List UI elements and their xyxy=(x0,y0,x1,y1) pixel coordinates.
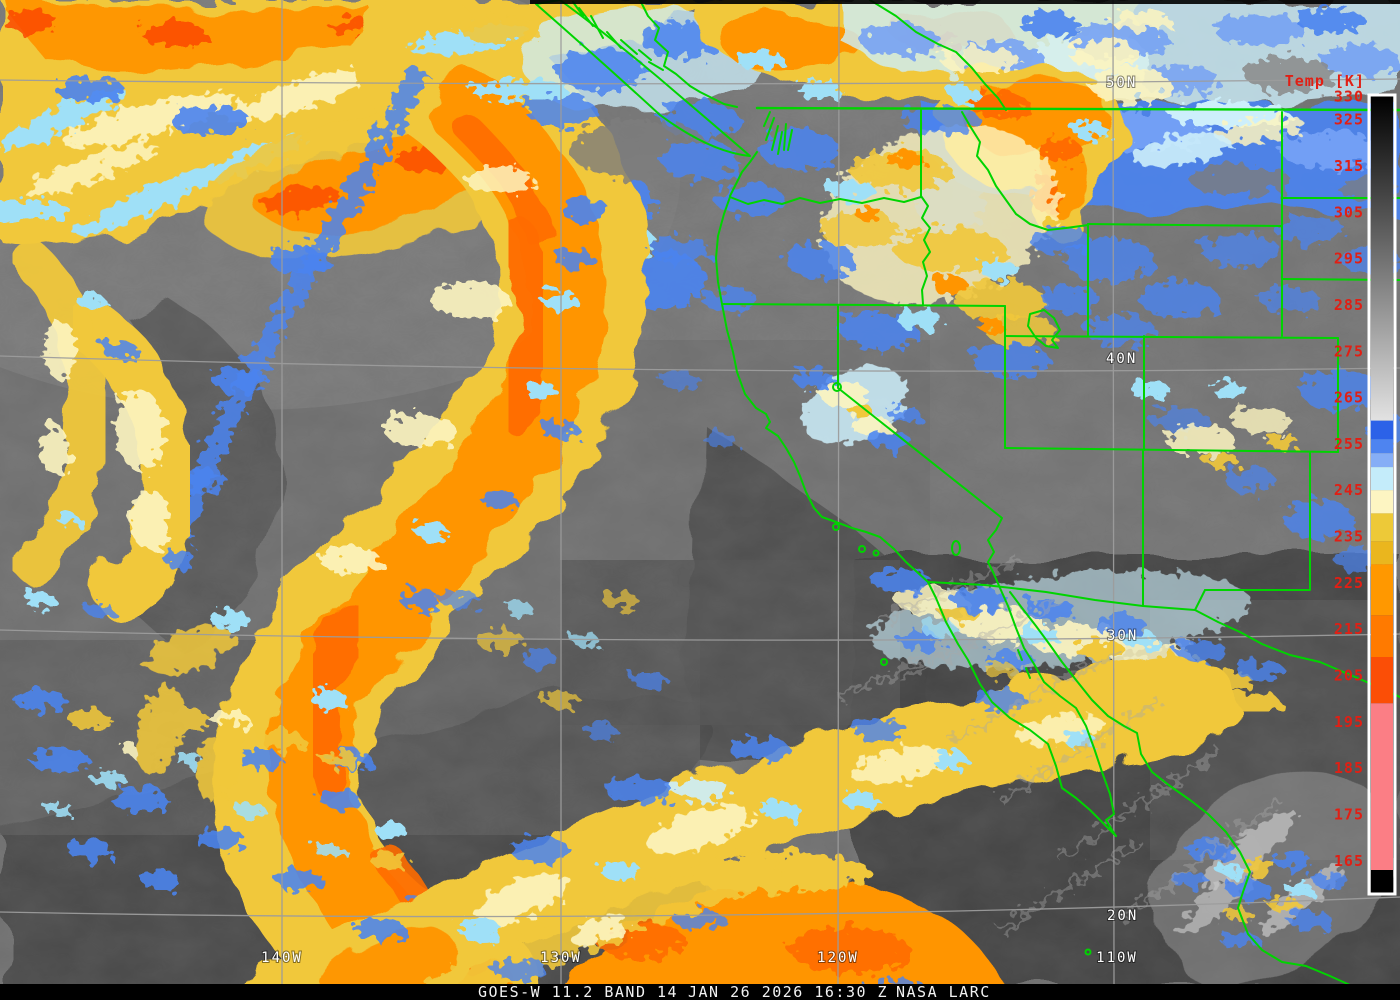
gulf-islands xyxy=(1017,649,1031,679)
map-borders xyxy=(535,0,1400,1000)
idaho-montana-border xyxy=(961,111,1089,231)
colorbar-tick-label: 195 xyxy=(1334,713,1364,731)
bc-alberta-border xyxy=(869,0,1007,111)
lon-label-130w: 130W xyxy=(540,950,582,966)
lon-label-120w: 120W xyxy=(817,950,859,966)
lat-label-20n: 20N xyxy=(1107,908,1138,924)
bc-coastline xyxy=(639,0,738,108)
colorbar-tick-label: 285 xyxy=(1334,296,1364,314)
colorbar-tick-label: 325 xyxy=(1334,111,1364,129)
top-edge-gap xyxy=(530,0,1400,4)
lon-label-140w: 140W xyxy=(261,950,303,966)
colorbar-segment xyxy=(1371,615,1393,657)
caption-bar: GOES-W 11.2 BAND 14 JAN 26 2026 16:30 Z … xyxy=(0,983,1400,1000)
colorbar-segment xyxy=(1371,96,1393,421)
colorbar-segment xyxy=(1371,541,1393,565)
lon-label-110w: 110W xyxy=(1096,950,1138,966)
washington-oregon-border xyxy=(729,196,922,205)
channel-island-2 xyxy=(858,545,866,553)
colorbar-title: Temp [K] xyxy=(1285,72,1365,90)
colorbar-tick-label: 185 xyxy=(1334,759,1364,777)
great-salt-lake-outline xyxy=(1027,309,1061,349)
colorbar-segment xyxy=(1371,420,1393,440)
colorbar-tick-label: 225 xyxy=(1334,574,1364,592)
guadalupe-island xyxy=(880,658,888,666)
colorbar-segment xyxy=(1371,439,1393,454)
caption-datetime: JAN 26 2026 16:30 Z xyxy=(688,983,888,1000)
caption-source: NASA LARC xyxy=(896,983,991,1000)
lat-label-50n: 50N xyxy=(1106,75,1137,91)
montana-wyoming-border xyxy=(1087,223,1283,227)
42n-border xyxy=(721,303,1006,307)
41n-border xyxy=(1004,335,1339,339)
sierra-nevada-cloud-patch xyxy=(795,365,921,450)
grid-labels: 50N 40N 30N 20N 140W 130W 120W 110W xyxy=(260,74,1138,967)
channel-island-3 xyxy=(872,549,880,557)
colorbar-segment xyxy=(1371,513,1393,542)
colorbar-segment xyxy=(1371,703,1393,871)
gridline-20n xyxy=(0,896,1400,918)
tropical-moisture-band-clouds xyxy=(243,657,1238,1000)
vancouver-island-outline xyxy=(535,0,751,157)
bc-fjord-coastline xyxy=(572,1,664,71)
caption-background xyxy=(0,984,1400,1000)
idaho-speckled-clouds xyxy=(760,106,1100,376)
california-coastline xyxy=(721,303,929,583)
colorbar-tick-label: 275 xyxy=(1334,342,1364,360)
colorbar-segment xyxy=(1371,467,1393,491)
scattered-ocean-speckles xyxy=(14,371,1016,940)
gridline-50n xyxy=(0,78,1400,85)
colorbar-segment xyxy=(1371,453,1393,468)
gridline-40n xyxy=(0,355,1400,372)
caption-product: GOES-W 11.2 BAND 14 xyxy=(478,983,678,1000)
colorbar-tick-label: 235 xyxy=(1334,528,1364,546)
baja-east-coastline xyxy=(992,571,1117,837)
colorbar-tick-label: 175 xyxy=(1334,806,1364,824)
salton-sea-outline xyxy=(951,540,961,556)
baja-west-coastline xyxy=(927,581,1117,837)
newmexico-texas-border xyxy=(1204,451,1311,591)
colorbar-segment xyxy=(1371,564,1393,616)
colorbar-segment xyxy=(1371,490,1393,514)
lat-label-30n: 30N xyxy=(1107,628,1138,644)
lat-label-40n: 40N xyxy=(1106,351,1137,367)
california-nevada-border xyxy=(837,305,1003,573)
oregon-idaho-border xyxy=(920,195,931,305)
socorro-island xyxy=(1084,948,1092,956)
cirrus-streaks xyxy=(838,557,1282,933)
gridline-30n xyxy=(0,629,1400,641)
sonora-sinaloa-coastline xyxy=(1009,591,1391,1000)
colorbar-segment xyxy=(1371,657,1393,704)
oregon-coastline xyxy=(715,196,731,305)
mexico-convection-clouds xyxy=(1154,771,1386,989)
lake-tahoe-outline xyxy=(832,382,842,392)
us-canada-border xyxy=(755,106,1400,112)
colorbar-tick-label: 265 xyxy=(1334,389,1364,407)
colorbar-tick-label: 215 xyxy=(1334,620,1364,638)
gridline-110w xyxy=(1112,0,1115,985)
colorbar-tick-label: 315 xyxy=(1334,157,1364,175)
rio-grande-border xyxy=(1194,609,1400,698)
gridline-120w xyxy=(837,0,840,985)
storm-inner-arm-clouds xyxy=(10,240,250,675)
colorbar-segment xyxy=(1371,870,1393,894)
puget-sound-inlets xyxy=(763,111,793,155)
37n-border xyxy=(1004,447,1339,453)
colorbar-tick-label: 245 xyxy=(1334,481,1364,499)
colorbar-tick-label: 165 xyxy=(1334,852,1364,870)
rockies-blue-speckles xyxy=(1065,216,1400,572)
channel-island-1 xyxy=(832,523,840,531)
colorbar-tick-label: 330 xyxy=(1334,88,1364,106)
washington-coastline xyxy=(729,151,758,197)
colorbar-tick-label: 205 xyxy=(1334,667,1364,685)
colorbar-tick-label: 295 xyxy=(1334,250,1364,268)
colorbar-tick-label: 255 xyxy=(1334,435,1364,453)
colorbar-border xyxy=(1367,93,1397,896)
temperature-colorbar: Temp [K] 330 325 315 305 295 285 275 265 255 245 2… xyxy=(1285,72,1393,894)
colorbar-tick-label: 305 xyxy=(1334,203,1364,221)
